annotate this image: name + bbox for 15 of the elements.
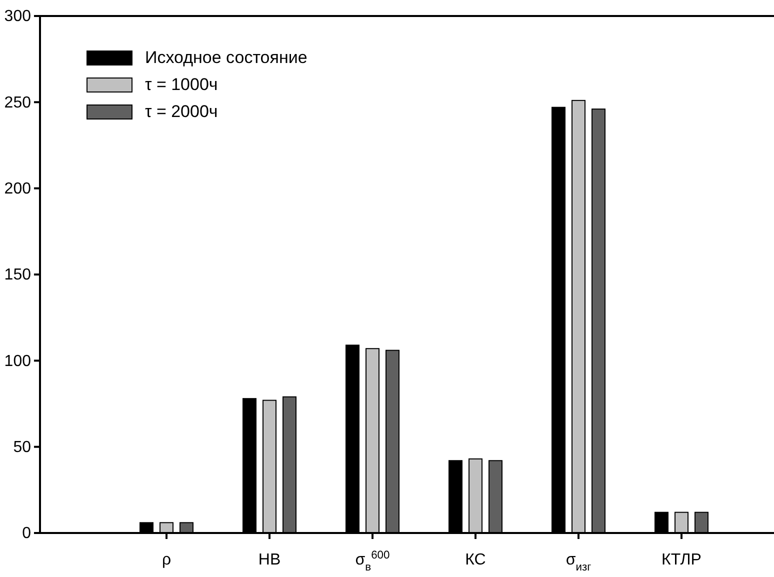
x-tick-label: КС bbox=[465, 551, 486, 568]
legend-label: τ = 1000ч bbox=[145, 75, 218, 94]
y-tick-label: 0 bbox=[22, 525, 32, 542]
x-tick-label: σ$_{изг}$ bbox=[566, 551, 592, 574]
x-tick-label: ρ bbox=[162, 551, 172, 568]
y-tick-label: 300 bbox=[4, 8, 32, 26]
legend-label: τ = 2000ч bbox=[145, 102, 218, 121]
legend-label: Исходное состояние bbox=[145, 48, 308, 67]
y-tick-label: 50 bbox=[13, 438, 32, 456]
x-tick-label: КТЛР bbox=[662, 551, 702, 568]
y-tick-label: 200 bbox=[4, 180, 32, 198]
y-tick-label: 150 bbox=[4, 266, 32, 284]
y-tick-label: 100 bbox=[4, 352, 32, 370]
x-tick-label: НВ bbox=[258, 551, 281, 568]
y-tick-label: 250 bbox=[4, 94, 32, 112]
